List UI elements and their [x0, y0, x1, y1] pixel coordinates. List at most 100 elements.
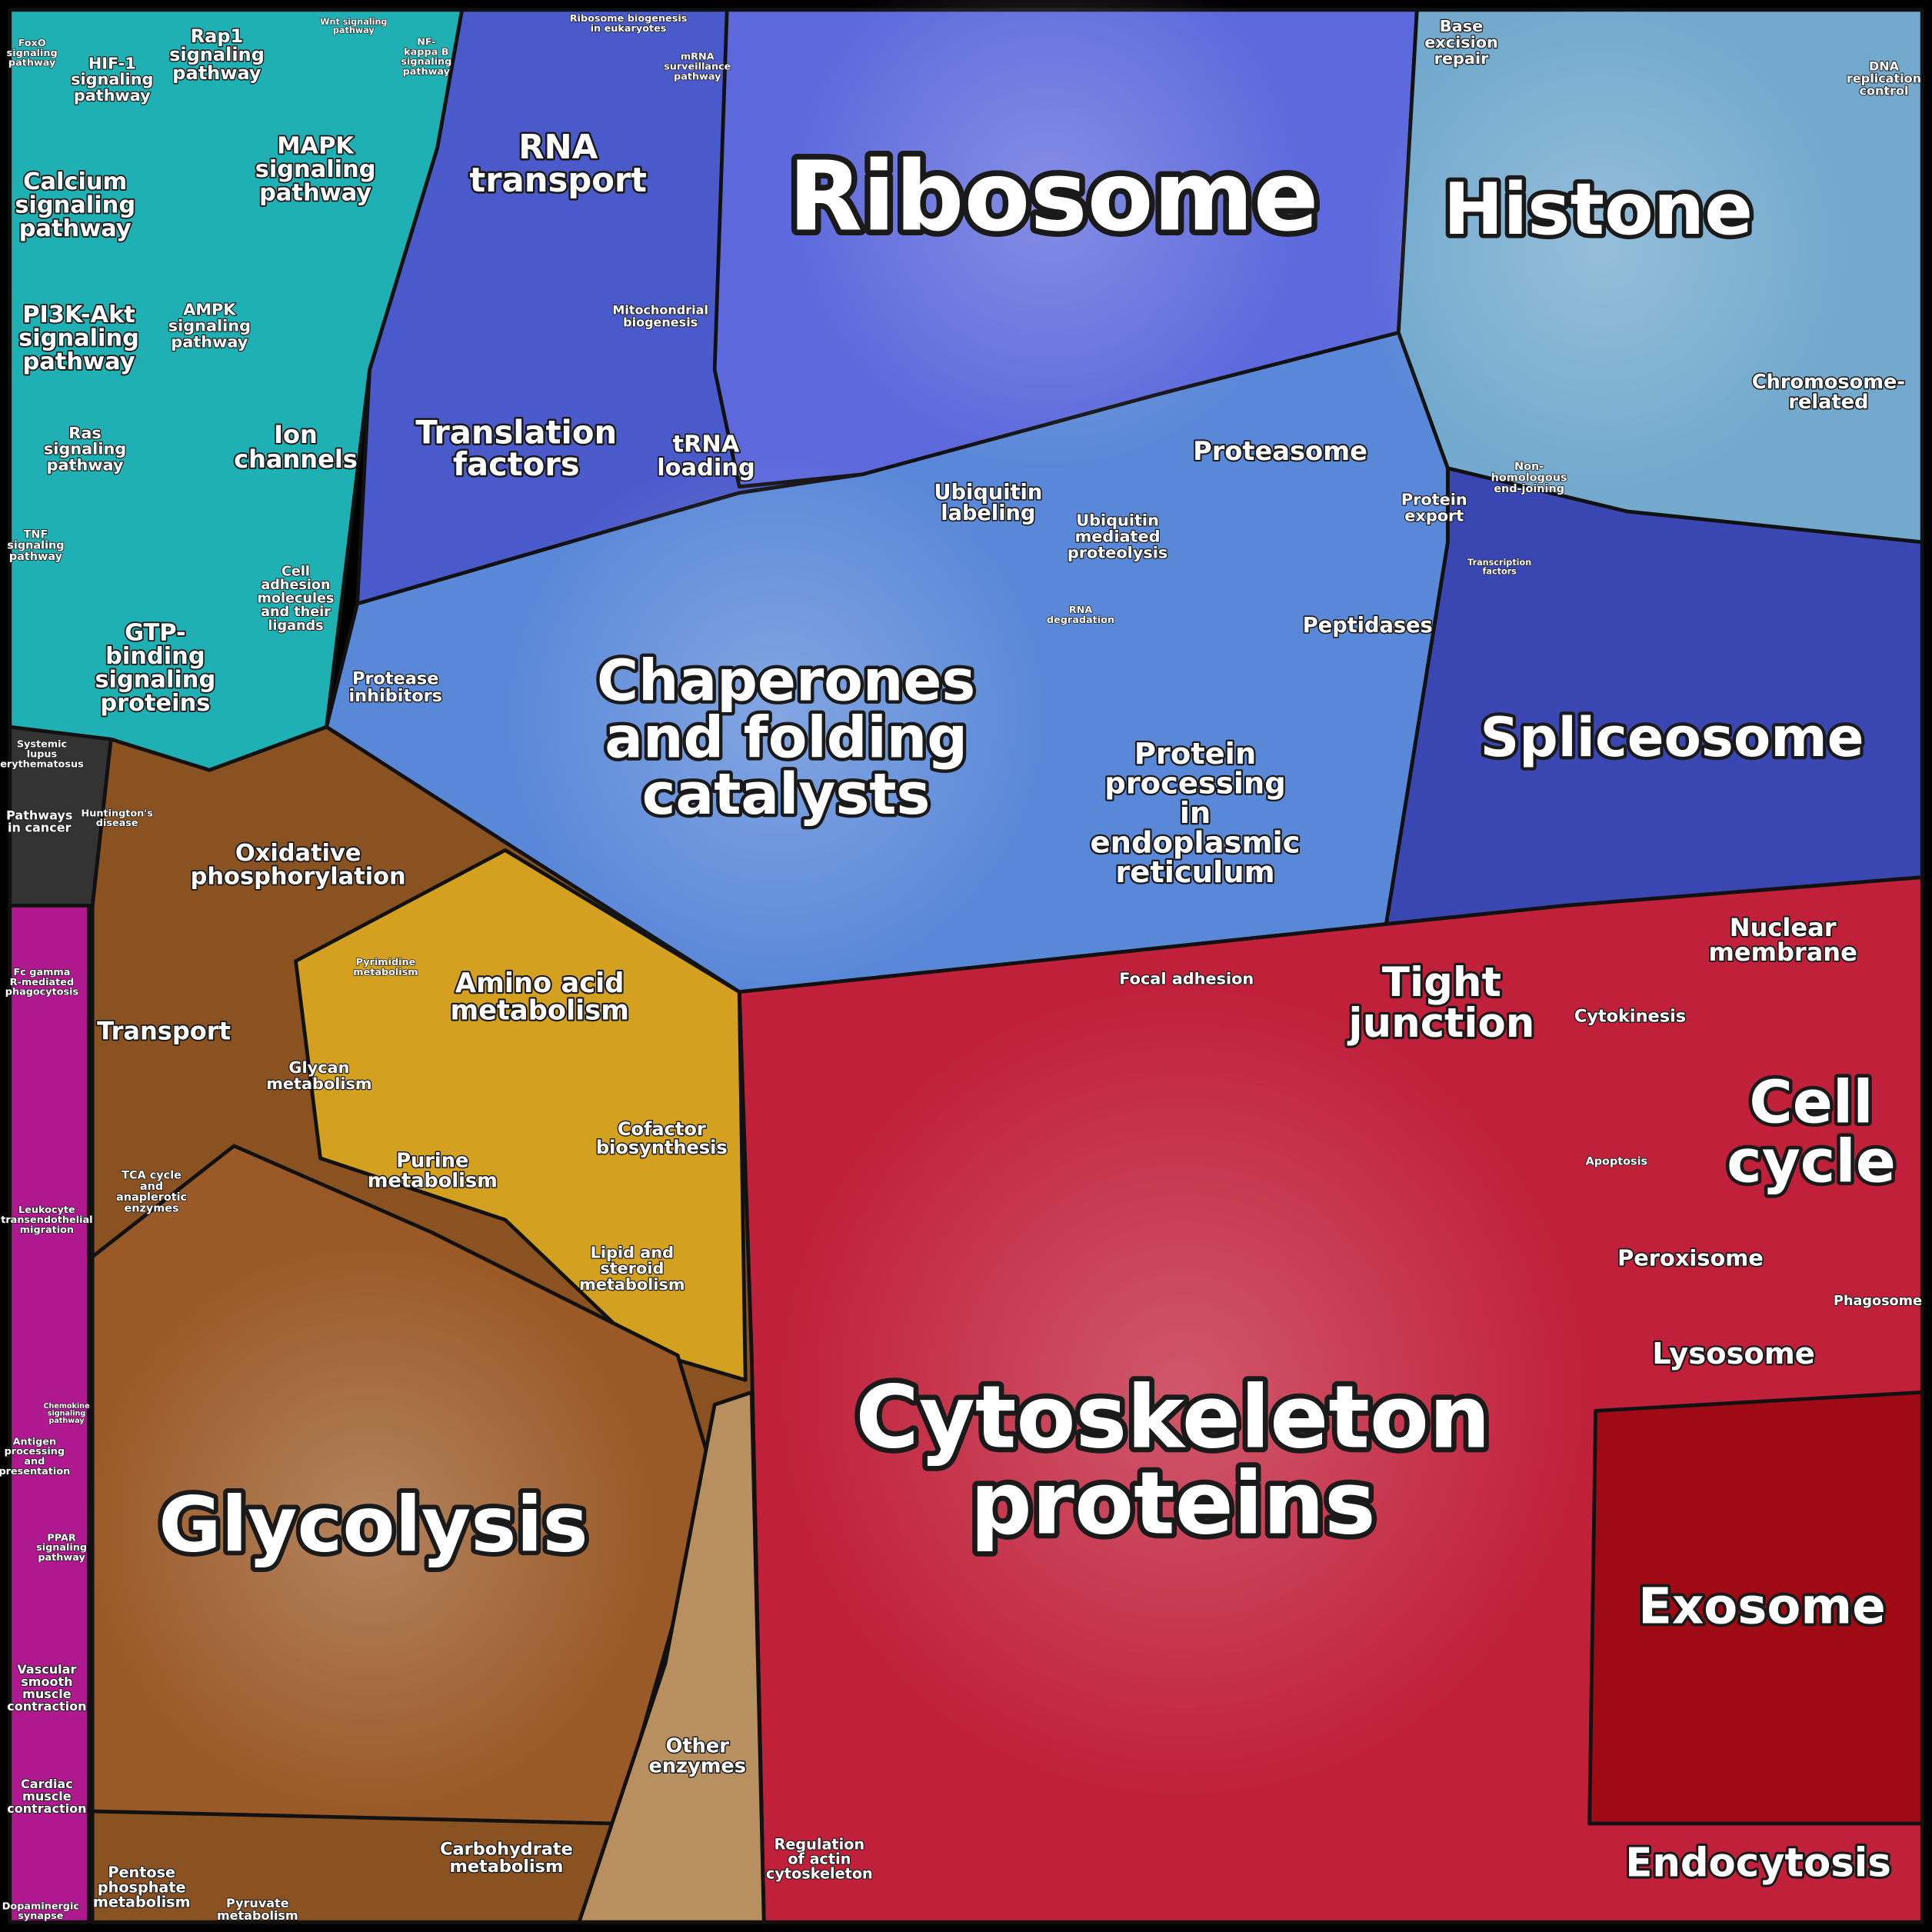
label-line: Non- [1514, 461, 1544, 473]
label-line: and their [261, 605, 331, 620]
region-label: Cytokinesis [1574, 1006, 1686, 1026]
label-line: phosphate [98, 1878, 186, 1896]
label-line: Lysosome [1652, 1337, 1815, 1371]
label-line: ligands [268, 618, 323, 634]
label-line: pathway [172, 62, 261, 84]
region-other [577, 1390, 766, 1924]
region-label: mRNA surveillance pathway [664, 51, 731, 82]
label-line: Pentose [108, 1864, 175, 1881]
region-label: Cell adhesion molecules and their ligands [258, 564, 335, 633]
label-line: Oxidative [235, 840, 361, 867]
region-magenta [8, 904, 91, 1924]
label-line: pathway [8, 57, 56, 68]
region-label: Ubiquitin labeling [934, 480, 1042, 525]
label-line: membrane [1708, 938, 1857, 967]
label-line: signaling [168, 317, 251, 335]
region-label: RNA degradation [1047, 605, 1114, 626]
label-line: Dopaminergic [2, 1900, 79, 1912]
label-line: TCA cycle [122, 1169, 182, 1181]
label-line: Tight [1382, 959, 1501, 1006]
label-line: biosynthesis [596, 1137, 728, 1158]
region-exosome [1587, 1390, 1924, 1826]
label-line: Pyrimidine [356, 957, 416, 968]
label-line: metabolism [266, 1074, 371, 1093]
region-label: PPAR signaling pathway [36, 1532, 87, 1564]
region-label: Apoptosis [1586, 1156, 1648, 1168]
label-line: pathway [674, 71, 721, 82]
highlight [776, 0, 1319, 468]
label-line: Antigen [13, 1436, 56, 1447]
label-line: labeling [941, 501, 1035, 525]
region-label: Chromosome-related [1752, 371, 1905, 414]
region-label: Mitochondrial biogenesis [612, 302, 708, 329]
region-label: Focal adhesion [1119, 970, 1254, 988]
label-line: Fc gamma [14, 967, 71, 978]
region-label: TNF signaling pathway [7, 528, 64, 563]
region-label: Dopaminergic synapse [2, 1900, 79, 1922]
label-line: factors [453, 445, 580, 483]
region-label: Wnt signaling pathway [320, 17, 387, 35]
label-line: Transcription [1467, 558, 1531, 568]
region-label: Huntington's disease [82, 808, 154, 829]
label-line: lupus [27, 748, 58, 760]
label-line: Cytokinesis [1574, 1006, 1686, 1026]
region-label: Lipid and steroid metabolism [579, 1243, 685, 1294]
label-line: factors [1483, 566, 1517, 576]
region-label: Carbohydrate metabolism [440, 1839, 573, 1876]
label-line: in eukaryotes [591, 22, 667, 34]
label-line: Glycolysis [158, 1481, 588, 1570]
label-line: Systemic [17, 738, 67, 750]
label-line: Vascular [17, 1661, 76, 1676]
label-line: Focal adhesion [1119, 970, 1254, 988]
label-line: metabolism [217, 1908, 298, 1923]
region-label: Pentose phosphate metabolism [93, 1864, 191, 1910]
region-label: Pathways in cancer [6, 808, 72, 834]
region-label: Oxidative phosphorylation [191, 840, 406, 890]
label-line: MAPK [277, 132, 355, 159]
region-label: RNA transport [470, 128, 647, 199]
label-line: Base [1440, 17, 1483, 35]
label-line: signaling [255, 156, 376, 183]
region-label: Regulation of actin cytoskeleton [766, 1835, 873, 1882]
label-line: cytoskeleton [766, 1864, 873, 1882]
label-line: excision [1424, 33, 1498, 52]
region-label: Calcium signaling pathway [15, 168, 135, 242]
label-line: Chromosome- [1752, 371, 1905, 394]
region-label: Base excision repair [1424, 17, 1498, 68]
region-label: Antigen processing and presentation [0, 1436, 70, 1477]
label-line: channels [234, 445, 358, 474]
label-line: Protein [1134, 737, 1257, 771]
label-line: Peroxisome [1617, 1244, 1764, 1271]
label-line: Exosome [1638, 1578, 1886, 1635]
label-line: pathway [74, 86, 151, 105]
label-line: migration [20, 1224, 74, 1235]
region-label: Lysosome [1652, 1337, 1815, 1371]
label-line: Spliceosome [1480, 705, 1864, 768]
label-line: metabolism [450, 994, 629, 1026]
label-line: pathway [47, 456, 124, 475]
label-line: proteins [971, 1454, 1376, 1554]
label-line: Ubiquitin [934, 480, 1042, 504]
label-line: metabolism [368, 1169, 498, 1192]
label-line: related [1788, 391, 1868, 414]
label-line: Histone [1444, 168, 1753, 251]
label-line: Ribosome biogenesis [570, 13, 688, 25]
label-line: signaling [15, 192, 135, 218]
label-line: loading [657, 454, 755, 481]
region-label: Ubiquitin mediated proteolysis [1068, 511, 1168, 562]
label-line: smooth [21, 1674, 72, 1688]
label-line: anaplerotic [116, 1191, 187, 1204]
region-label: Transport [97, 1017, 231, 1046]
label-line: pathway [38, 1551, 85, 1563]
label-line: muscle [22, 1788, 72, 1803]
label-line: RNA [1069, 605, 1093, 616]
label-line: reticulum [1115, 854, 1274, 889]
label-line: Pathways [6, 808, 72, 822]
label-line: Protease [352, 668, 438, 688]
label-line: tRNA [672, 431, 739, 458]
label-line: presentation [0, 1465, 70, 1477]
label-line: mRNA [681, 51, 715, 62]
region-disease [8, 724, 113, 908]
label-line: binding [105, 642, 205, 669]
label-line: Pyruvate [226, 1896, 289, 1910]
